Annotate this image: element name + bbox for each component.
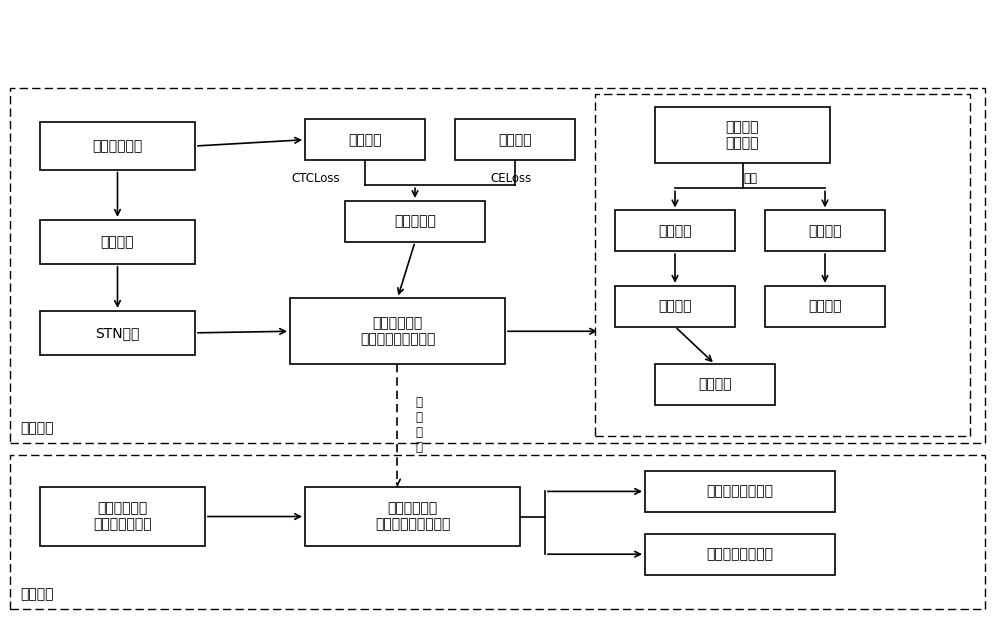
FancyBboxPatch shape [765,210,885,251]
Text: STN变换: STN变换 [95,326,140,340]
FancyBboxPatch shape [645,534,835,575]
FancyBboxPatch shape [655,364,775,405]
FancyBboxPatch shape [645,471,835,512]
FancyBboxPatch shape [615,210,735,251]
FancyBboxPatch shape [40,487,205,546]
Text: 多任务学习: 多任务学习 [394,214,436,229]
FancyBboxPatch shape [290,298,505,364]
Text: 区域裁剪后待
识别的车牌图片: 区域裁剪后待 识别的车牌图片 [93,501,152,532]
FancyBboxPatch shape [615,286,735,327]
Text: 基于全卷积的
轻量级车牌识别网络: 基于全卷积的 轻量级车牌识别网络 [375,501,450,532]
Text: 全局池化: 全局池化 [808,224,842,238]
Text: CTCLoss: CTCLoss [291,173,340,185]
FancyBboxPatch shape [40,311,195,355]
Text: 训练阶段: 训练阶段 [20,421,54,435]
Text: 直
接
部
署: 直 接 部 署 [416,396,422,455]
Text: 数据增强: 数据增强 [101,235,134,249]
FancyBboxPatch shape [765,286,885,327]
Text: 车牌类别（颜色）: 车牌类别（颜色） [706,547,774,561]
Text: 车牌内容（字符）: 车牌内容（字符） [706,484,774,499]
FancyBboxPatch shape [655,107,830,163]
Text: 特征提取
骨干网络: 特征提取 骨干网络 [726,120,759,150]
Text: 特征: 特征 [743,172,757,185]
FancyBboxPatch shape [40,122,195,170]
Text: 车牌类别: 车牌类别 [498,133,532,147]
Text: 序列编码: 序列编码 [658,299,692,313]
FancyBboxPatch shape [305,487,520,546]
Text: 推理阶段: 推理阶段 [20,588,54,602]
Text: 基于全卷积的
轻量级车牌识别网络: 基于全卷积的 轻量级车牌识别网络 [360,316,435,347]
FancyBboxPatch shape [345,201,485,242]
FancyBboxPatch shape [305,119,425,160]
FancyBboxPatch shape [40,220,195,264]
Text: 特征重组: 特征重组 [658,224,692,238]
Text: 类别预测: 类别预测 [808,299,842,313]
Text: 车牌内容: 车牌内容 [348,133,382,147]
Text: CELoss: CELoss [490,173,531,185]
Text: 训练样本图片: 训练样本图片 [92,139,143,153]
FancyBboxPatch shape [455,119,575,160]
Text: 字符预测: 字符预测 [698,377,732,392]
